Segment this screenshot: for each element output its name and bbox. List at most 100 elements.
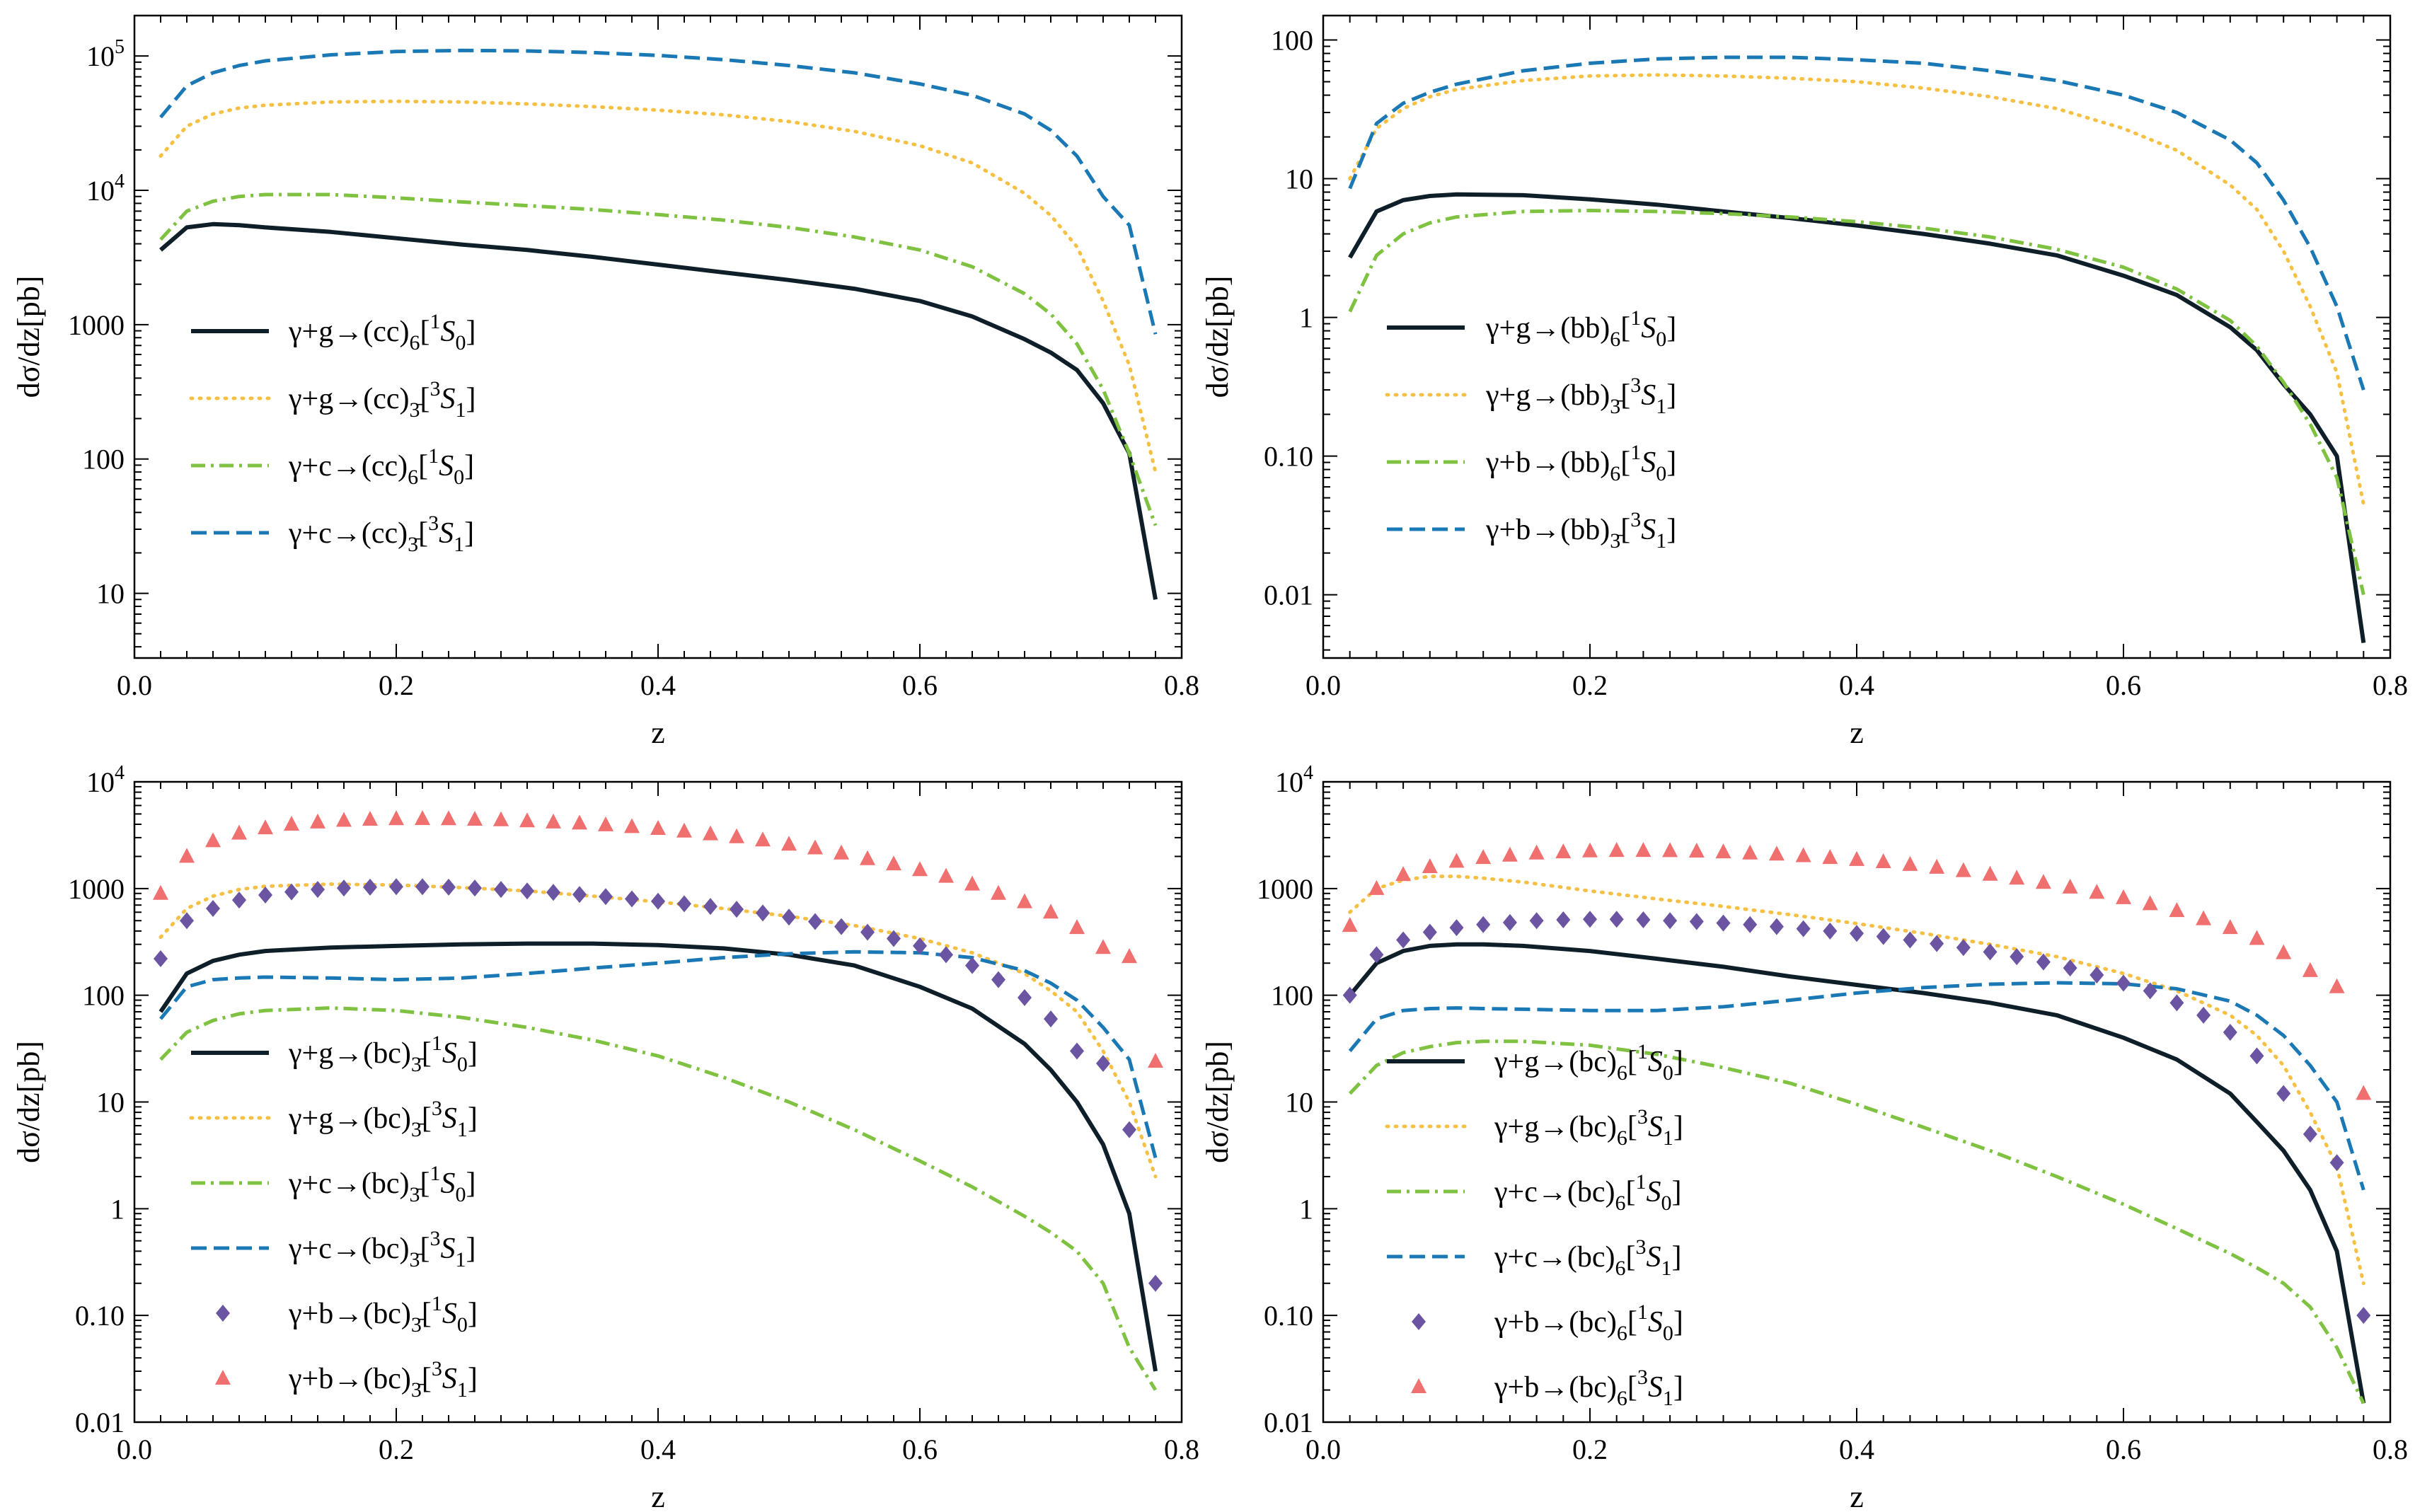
series-6-point <box>336 812 352 827</box>
series-6-point <box>781 836 797 851</box>
y-tick-label: 104 <box>86 762 125 798</box>
y-tick-label: 100 <box>1271 25 1313 57</box>
series-4-line <box>1348 981 2365 1191</box>
series-6-point <box>598 816 613 831</box>
x-tick-label: 0.8 <box>1164 669 1199 701</box>
panel-bottom-left: 0.0 0.2 0.4 0.6 0.8 0.01 0.10 1 10 100 1000 104 z dσ/… <box>11 762 1199 1512</box>
series-1-line <box>159 221 1158 600</box>
series-5-point <box>363 878 377 896</box>
series-5-point <box>1743 916 1758 933</box>
series-6-point <box>205 832 221 848</box>
series-3-line <box>1348 1039 2365 1404</box>
series-6-point <box>1122 948 1137 964</box>
series-5-point <box>1609 911 1624 928</box>
x-tick-label: 0.0 <box>1306 1433 1341 1465</box>
series-6-point <box>1608 842 1625 858</box>
series-6-point <box>1768 846 1785 861</box>
y-tick-label: 1000 <box>68 309 125 341</box>
legend-label: γ+g→(bb)3̄[3S1] <box>1485 374 1676 418</box>
x-tick-label: 0.4 <box>1839 669 1874 701</box>
x-tick-label: 0.8 <box>2373 1433 2408 1465</box>
series-1-line <box>1348 192 2366 644</box>
legend-label: γ+c→(bc)6[3S1] <box>1494 1235 1682 1280</box>
series-5-point <box>991 971 1005 988</box>
y-tick-label: 1 <box>110 1193 125 1225</box>
series-5-point <box>1529 912 1544 930</box>
series-5-point <box>625 890 639 908</box>
series-6-point <box>467 811 483 826</box>
series-6-point <box>2276 944 2292 959</box>
x-tick-label: 0.6 <box>902 1433 938 1465</box>
series-5-point <box>2116 974 2131 992</box>
series-2-line <box>1348 73 2365 507</box>
legend-label: γ+c→(cc)3̄[3S1] <box>288 512 474 556</box>
series-6-point <box>2329 978 2345 993</box>
legend-label: γ+g→(cc)6[1S0] <box>288 310 476 354</box>
series-5-point <box>965 957 979 974</box>
series-6-point <box>1528 844 1545 860</box>
series-5-point <box>1850 925 1864 942</box>
series-5-point <box>1044 1010 1058 1028</box>
y-tick-label: 100 <box>1271 980 1313 1012</box>
series-6-point <box>2142 895 2158 911</box>
series-5-point <box>651 892 665 910</box>
series-5-point <box>1796 920 1811 937</box>
series-6-point <box>755 831 771 847</box>
x-tick-label: 0.0 <box>117 1433 152 1465</box>
series-6-point <box>2169 902 2185 918</box>
legend-marker <box>216 1305 230 1322</box>
series-5-point <box>756 904 770 922</box>
series-6-point <box>1043 904 1059 919</box>
series-6-point <box>1095 939 1111 954</box>
series-5-point <box>1930 935 1944 952</box>
series-6-point <box>1395 866 1412 882</box>
y-tick-label: 1 <box>1299 1193 1313 1225</box>
series-6-point <box>2009 870 2025 885</box>
series-1-line <box>1348 942 2366 1404</box>
series-5-point <box>389 878 403 896</box>
legend-marker <box>215 1370 231 1385</box>
series-5-point <box>2143 982 2157 1000</box>
y-tick-label: 0.10 <box>75 1300 125 1332</box>
series-5-point <box>154 950 168 968</box>
series-6-point <box>1688 843 1705 858</box>
series-6-point <box>1742 844 1758 860</box>
legend-label: γ+c→(bc)6[1S0] <box>1494 1170 1682 1215</box>
series-5-point <box>887 930 901 947</box>
legend-label: γ+b→(bc)3̄[1S0] <box>288 1292 478 1337</box>
series-5-point <box>1769 918 1784 935</box>
series-5-point <box>1956 939 1971 957</box>
x-tick-label: 0.2 <box>379 1433 414 1465</box>
series-5-point <box>1876 928 1891 945</box>
series-5-point <box>1018 989 1032 1007</box>
y-axis-label: dσ/dz[pb] <box>11 1041 46 1163</box>
series-6-point <box>834 844 849 860</box>
y-tick-label: 10 <box>96 1087 125 1119</box>
series-6-point <box>2222 919 2238 935</box>
series-5-point <box>1422 923 1437 941</box>
series-6-point <box>310 813 325 829</box>
series-5-point <box>1476 916 1491 933</box>
x-tick-label: 0.6 <box>2106 669 2141 701</box>
series-6-point <box>703 825 718 841</box>
series-5-point <box>2036 953 2051 971</box>
series-5-point <box>834 918 848 935</box>
series-5-point <box>520 882 534 900</box>
series-5-point <box>2223 1023 2237 1041</box>
y-tick-label: 100 <box>82 444 125 475</box>
legend-label: γ+g→(cc)3̄[3S1] <box>288 377 476 422</box>
legend-label: γ+g→(bc)6[1S0] <box>1494 1040 1683 1085</box>
plot-frame <box>1322 14 2392 659</box>
y-tick-label: 100 <box>82 980 125 1012</box>
series-6-point <box>415 810 430 826</box>
series-6-point <box>1148 1053 1163 1068</box>
series-6-point <box>1662 842 1678 858</box>
legend-label: γ+g→(bc)6[3S1] <box>1494 1105 1683 1150</box>
series-6-point <box>1955 862 1971 877</box>
series-5-point <box>546 884 560 901</box>
series-5-point <box>1070 1042 1084 1060</box>
series-6-point <box>1448 853 1465 868</box>
series-6-point <box>676 822 692 838</box>
x-axis-label: z <box>651 715 665 750</box>
series-6-point <box>912 861 928 877</box>
